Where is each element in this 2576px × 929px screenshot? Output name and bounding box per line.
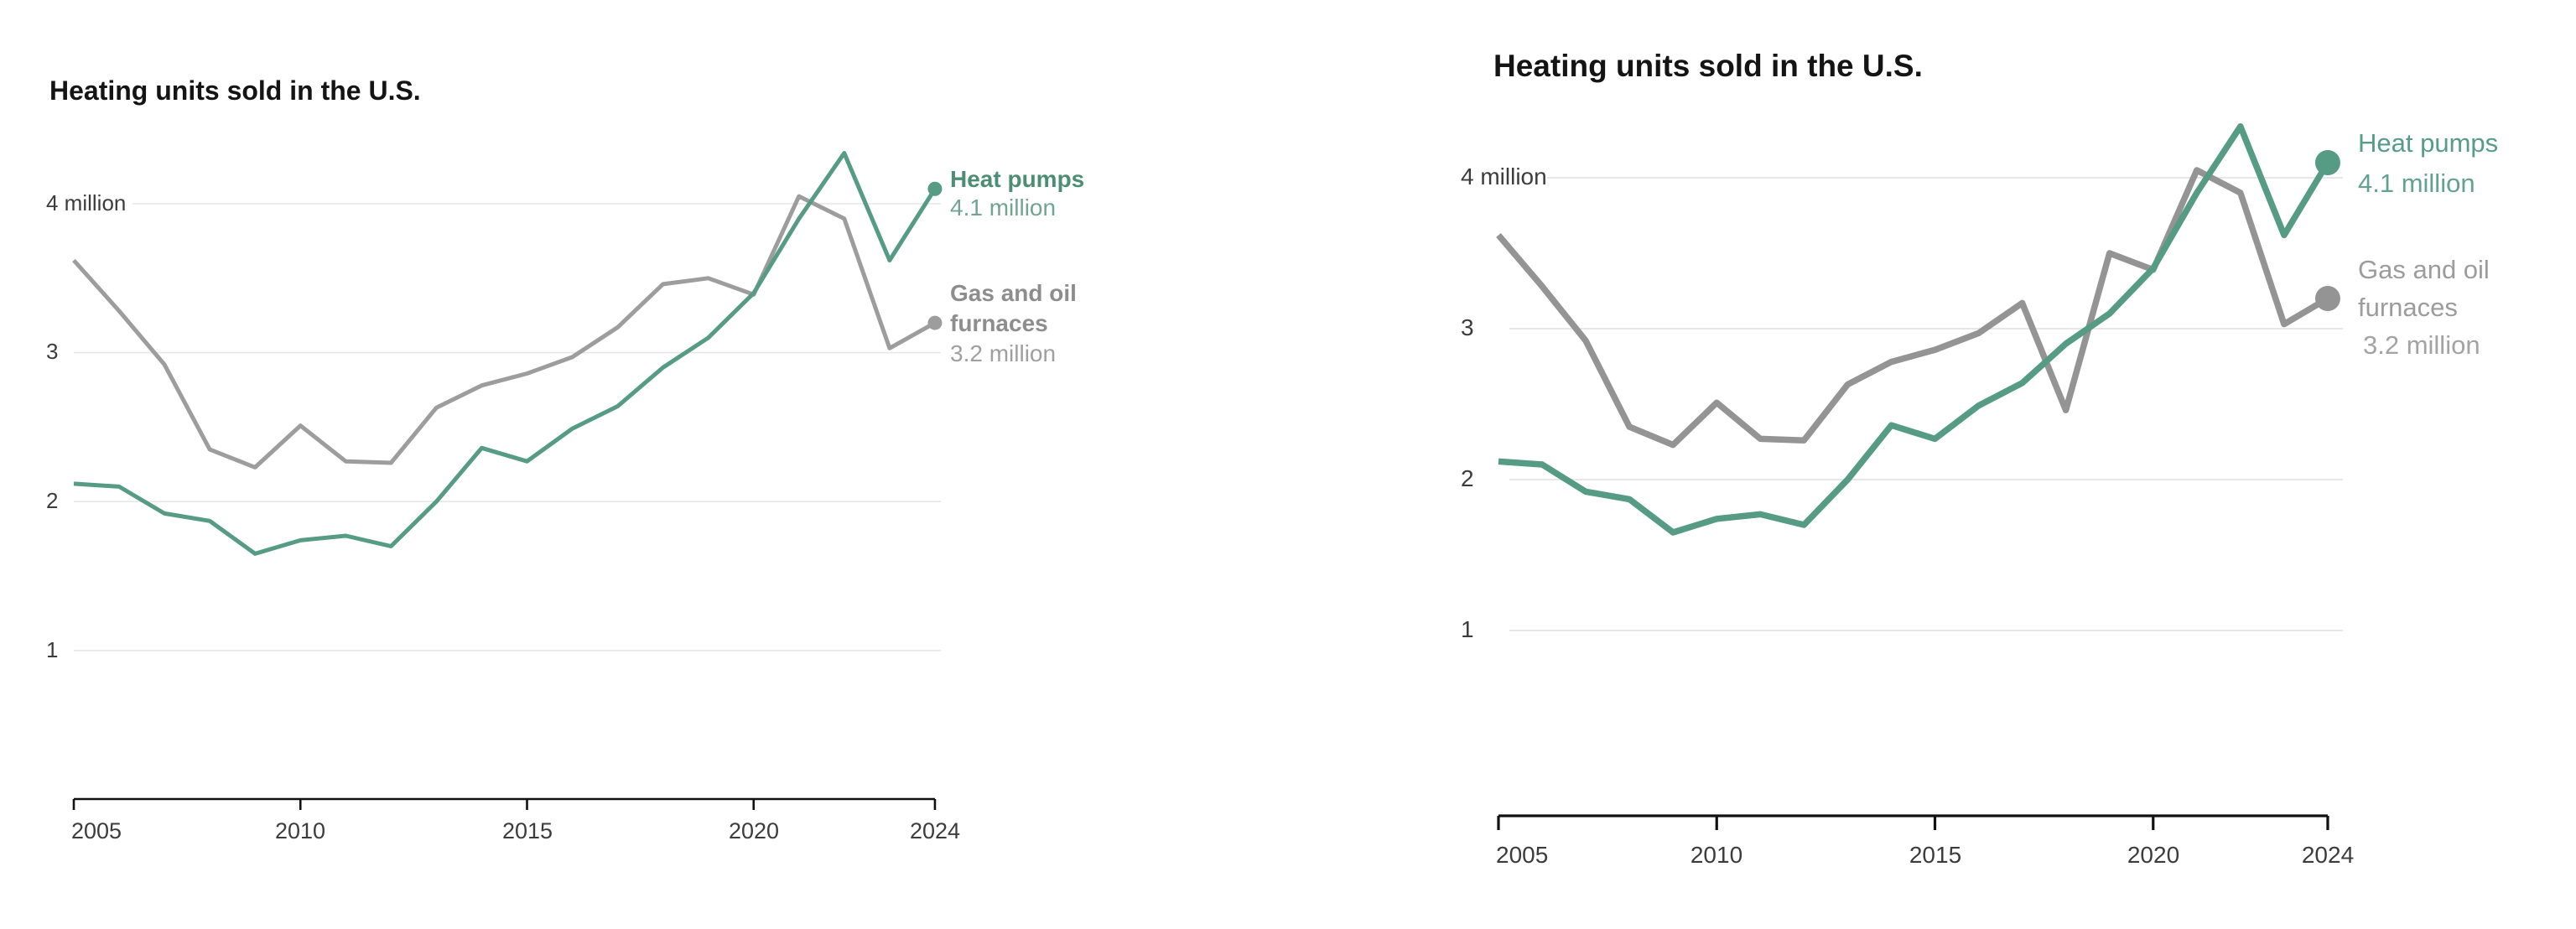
legend-heat-pumps-value: 4.1 million — [950, 195, 1057, 221]
legend-heat-pumps-value: 4.1 million — [2358, 169, 2475, 198]
heat-pumps-end-dot — [927, 181, 943, 196]
y-axis-tick-label: 3 — [46, 339, 59, 364]
x-axis-tick-label: 2024 — [909, 818, 961, 843]
x-axis-tick-label: 2010 — [1690, 842, 1743, 868]
legend-heat-pumps-label: Heat pumps — [950, 166, 1085, 192]
x-axis-tick-label: 2020 — [728, 818, 780, 843]
gas-and-oil-furnaces-line — [1496, 167, 2329, 449]
heat-pumps-line — [1498, 123, 2331, 536]
x-axis-tick-label: 2005 — [1496, 842, 1549, 868]
left-chart-svg — [72, 151, 943, 810]
legend-furnaces-label-line2: furnaces — [950, 310, 1048, 336]
left-chart-title: Heating units sold in the U.S. — [49, 75, 421, 106]
y-axis-tick-label: 4 million — [46, 190, 127, 215]
x-axis-tick-label: 2015 — [501, 818, 553, 843]
right-chart-title: Heating units sold in the U.S. — [1493, 49, 1923, 83]
right-chart-svg — [1496, 123, 2343, 830]
legend-furnaces-label-line2: furnaces — [2358, 293, 2458, 322]
x-axis-tick-label: 2024 — [2301, 842, 2355, 868]
gas-and-oil-furnaces-end-dot — [2314, 286, 2340, 311]
legend-furnaces-value: 3.2 million — [2363, 330, 2480, 360]
heat-pumps-end-dot — [2314, 150, 2340, 175]
y-axis-tick-label: 1 — [1461, 616, 1474, 642]
y-axis-tick-label: 3 — [1461, 314, 1474, 340]
x-axis-tick-label: 2010 — [274, 818, 326, 843]
legend-furnaces-value: 3.2 million — [950, 340, 1057, 366]
y-axis-tick-label: 4 million — [1461, 163, 1547, 189]
gas-and-oil-furnaces-line — [72, 194, 937, 470]
legend-furnaces-label-line1: Gas and oil — [950, 280, 1077, 306]
x-axis-tick-label: 2005 — [71, 818, 122, 843]
legend-furnaces-label-line1: Gas and oil — [2358, 255, 2490, 284]
x-axis-tick-label: 2020 — [2127, 842, 2180, 868]
y-axis-tick-label: 2 — [46, 488, 59, 513]
gas-and-oil-furnaces-end-dot — [927, 315, 943, 330]
y-axis-tick-label: 1 — [46, 637, 59, 662]
legend-heat-pumps-label: Heat pumps — [2358, 128, 2499, 158]
heat-pumps-line — [73, 151, 937, 556]
x-axis-tick-label: 2015 — [1909, 842, 1962, 868]
y-axis-tick-label: 2 — [1461, 465, 1474, 491]
